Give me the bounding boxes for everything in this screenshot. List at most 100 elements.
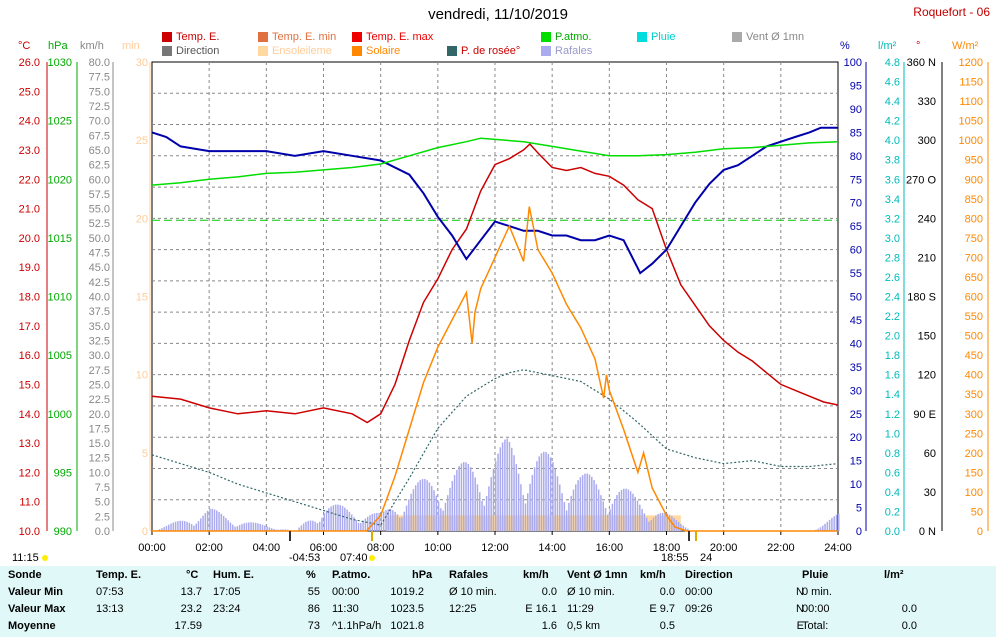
humidity-tick-label: 100 [844, 57, 862, 69]
gust-bar [193, 525, 195, 531]
sunrise-marker [369, 555, 375, 561]
summary-header-row: Sonde Temp. E. °C Hum. E. % P.atmo. hPa … [0, 569, 996, 585]
gust-bar [556, 476, 559, 531]
gust-bar [577, 480, 579, 531]
summary-cell: 13.7 [180, 586, 202, 598]
gust-bar [387, 509, 390, 531]
gust-bar [424, 479, 426, 531]
summary-cell: 09:26 [685, 603, 713, 615]
legend-item: Ensoleileme [258, 45, 332, 57]
gust-bar [266, 526, 268, 531]
gust-bar [348, 511, 351, 531]
temp-tick-label: 16.0 [19, 350, 40, 362]
summary-table: Sonde Temp. E. °C Hum. E. % P.atmo. hPa … [0, 566, 996, 637]
gust-bar [353, 517, 355, 531]
legend-label: Solaire [366, 45, 401, 57]
gust-bar [634, 496, 636, 531]
gust-bar [639, 504, 641, 531]
wind-unit: km/h [80, 40, 104, 52]
temp-tick-label: 10.0 [19, 526, 40, 538]
humidity-tick-label: 20 [850, 432, 862, 444]
gust-bar [341, 506, 344, 531]
gust-bar [236, 526, 239, 531]
direction-tick-label: 90 E [913, 409, 936, 421]
gust-bar [632, 493, 634, 531]
gust-bar [472, 471, 474, 531]
humidity-tick-label: 85 [850, 127, 862, 139]
gust-bar [453, 475, 456, 531]
solar-tick-label: 150 [965, 467, 983, 479]
wind-tick-label: 35.0 [89, 321, 110, 333]
rain-tick-label: 2.6 [885, 272, 900, 284]
gust-bar [188, 522, 191, 531]
gust-bar [168, 524, 170, 531]
summary-row-label: Moyenne [8, 620, 56, 632]
gust-bar [234, 526, 236, 531]
temp-tick-label: 22.0 [19, 174, 40, 186]
station-name: Roquefort - 06 [913, 5, 990, 19]
gust-bar [428, 482, 431, 531]
gust-bar [430, 485, 433, 531]
gust-bar [314, 521, 316, 531]
rain-tick-label: 0.2 [885, 506, 900, 518]
gust-bar [330, 506, 332, 531]
gust-bar [339, 505, 342, 531]
solar-tick-label: 650 [965, 272, 983, 284]
pressure-tick-label: 1025 [48, 116, 72, 128]
gust-bar [158, 529, 161, 531]
gust-bar [227, 520, 229, 531]
gust-bar [579, 477, 582, 531]
gust-bar [394, 511, 396, 531]
series-line-solaire [152, 206, 838, 532]
gust-bar [435, 495, 438, 531]
gust-bar [259, 523, 261, 531]
gust-bar [613, 499, 616, 531]
gust-bar [508, 441, 511, 531]
gust-bar [451, 481, 454, 531]
gust-bar [161, 528, 163, 531]
legend-swatch [637, 32, 647, 42]
legend-label: Temp. E. min [272, 31, 337, 43]
humidity-tick-label: 0 [856, 526, 862, 538]
gust-bar [419, 480, 422, 531]
gust-bar [389, 509, 392, 531]
gust-bar [675, 519, 678, 531]
gust-bar [414, 485, 417, 531]
temp-tick-label: 12.0 [19, 467, 40, 479]
summary-row: Valeur Max 13:13 23.2 23:24 86 11:30 1023.5 12:… [0, 603, 996, 619]
humidity-tick-label: 30 [850, 385, 862, 397]
rain-tick-label: 1.6 [885, 370, 900, 382]
header-vent: Vent Ø 1mn [567, 569, 628, 581]
pressure-tick-label: 1000 [48, 409, 72, 421]
gust-bar [522, 495, 524, 531]
direction-tick-label: 240 [918, 213, 936, 225]
wind-tick-label: 67.5 [89, 130, 110, 142]
gust-bar [492, 468, 495, 531]
gust-bar [504, 439, 506, 531]
gust-bar [511, 447, 513, 531]
rain-tick-label: 3.8 [885, 155, 900, 167]
gust-bar [584, 473, 586, 531]
time-tick-label: 20:00 [710, 542, 738, 554]
sun-tick-label: 25 [136, 135, 148, 147]
series-line-temp-e- [151, 143, 839, 424]
gust-bar [460, 463, 463, 531]
gust-bar [563, 502, 566, 531]
legend-item: Temp. E. min [258, 31, 336, 43]
temp-tick-label: 18.0 [19, 292, 40, 304]
direction-tick-label: 30 [924, 487, 936, 499]
gust-bar [165, 525, 168, 531]
gust-bar [412, 489, 415, 531]
rain-tick-label: 0.0 [885, 526, 900, 538]
legend-label: P.atmo. [555, 31, 592, 43]
time-tick-label: 02:00 [195, 542, 223, 554]
gust-bar [575, 484, 577, 531]
wind-tick-label: 27.5 [89, 365, 110, 377]
rain-tick-label: 4.8 [885, 57, 900, 69]
gust-bar [225, 518, 227, 531]
solar-tick-label: 100 [965, 487, 983, 499]
twilight-start-label: -04:53 [289, 552, 320, 564]
sun-tick-label: 0 [142, 526, 148, 538]
gust-bar [248, 522, 250, 531]
gust-bar [831, 517, 833, 531]
